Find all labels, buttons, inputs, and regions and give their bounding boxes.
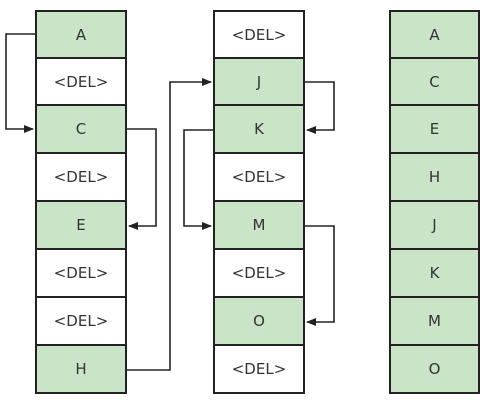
middle-cell-1: <DEL>: [213, 10, 305, 59]
arrow-k-to-m: [183, 129, 213, 230]
arrow-j-to-k: [305, 81, 335, 134]
arrow-m-to-o: [305, 225, 335, 326]
left-cell-8: H: [35, 344, 127, 394]
middle-cell-3: K: [213, 104, 305, 154]
left-cell-5: E: [35, 200, 127, 250]
arrow-h-to-j: [127, 78, 212, 371]
arrow-c-to-e: [127, 128, 157, 230]
right-cell-3: E: [389, 104, 480, 154]
middle-cell-2: J: [213, 57, 305, 106]
right-cell-2: C: [389, 57, 480, 106]
left-cell-6: <DEL>: [35, 248, 127, 298]
middle-cell-7: O: [213, 296, 305, 346]
left-cell-4: <DEL>: [35, 152, 127, 202]
right-cell-5: J: [389, 200, 480, 250]
middle-cell-5: M: [213, 200, 305, 250]
middle-cell-6: <DEL>: [213, 248, 305, 298]
left-cell-7: <DEL>: [35, 296, 127, 346]
right-cell-8: O: [389, 344, 480, 394]
middle-cell-4: <DEL>: [213, 152, 305, 202]
right-cell-6: K: [389, 248, 480, 298]
middle-cell-8: <DEL>: [213, 344, 305, 394]
left-cell-1: A: [35, 10, 127, 59]
arrow-a-to-c: [5, 33, 35, 133]
left-cell-3: C: [35, 104, 127, 154]
